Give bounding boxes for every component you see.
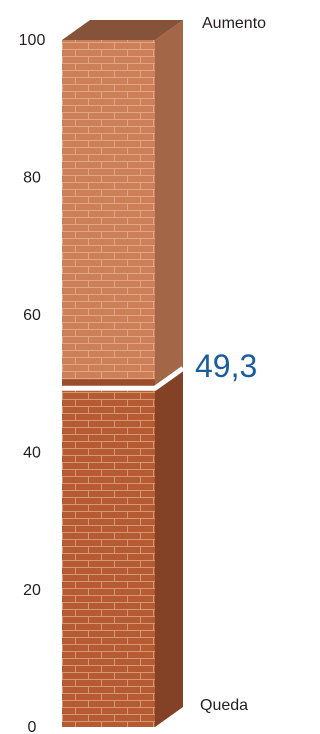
y-tick-label: 80 <box>23 170 41 187</box>
y-tick-label: 0 <box>28 719 37 734</box>
top-label: Aumento <box>202 15 266 32</box>
y-tick-label: 100 <box>19 32 46 49</box>
bar-band <box>62 379 155 386</box>
bottom-label: Queda <box>200 697 248 714</box>
bar-side <box>155 368 183 727</box>
page: {"chart_data": {"type": "bar", "values":… <box>0 0 292 734</box>
y-tick-label: 40 <box>23 444 41 461</box>
column-remainder-side <box>155 20 183 388</box>
y-tick-label: 20 <box>23 582 41 599</box>
chart: Aumento Queda 0 20 40 60 80 100 49,3 <box>0 0 292 734</box>
value-label: 49,3 <box>195 348 257 384</box>
y-tick-label: 60 <box>23 307 41 324</box>
